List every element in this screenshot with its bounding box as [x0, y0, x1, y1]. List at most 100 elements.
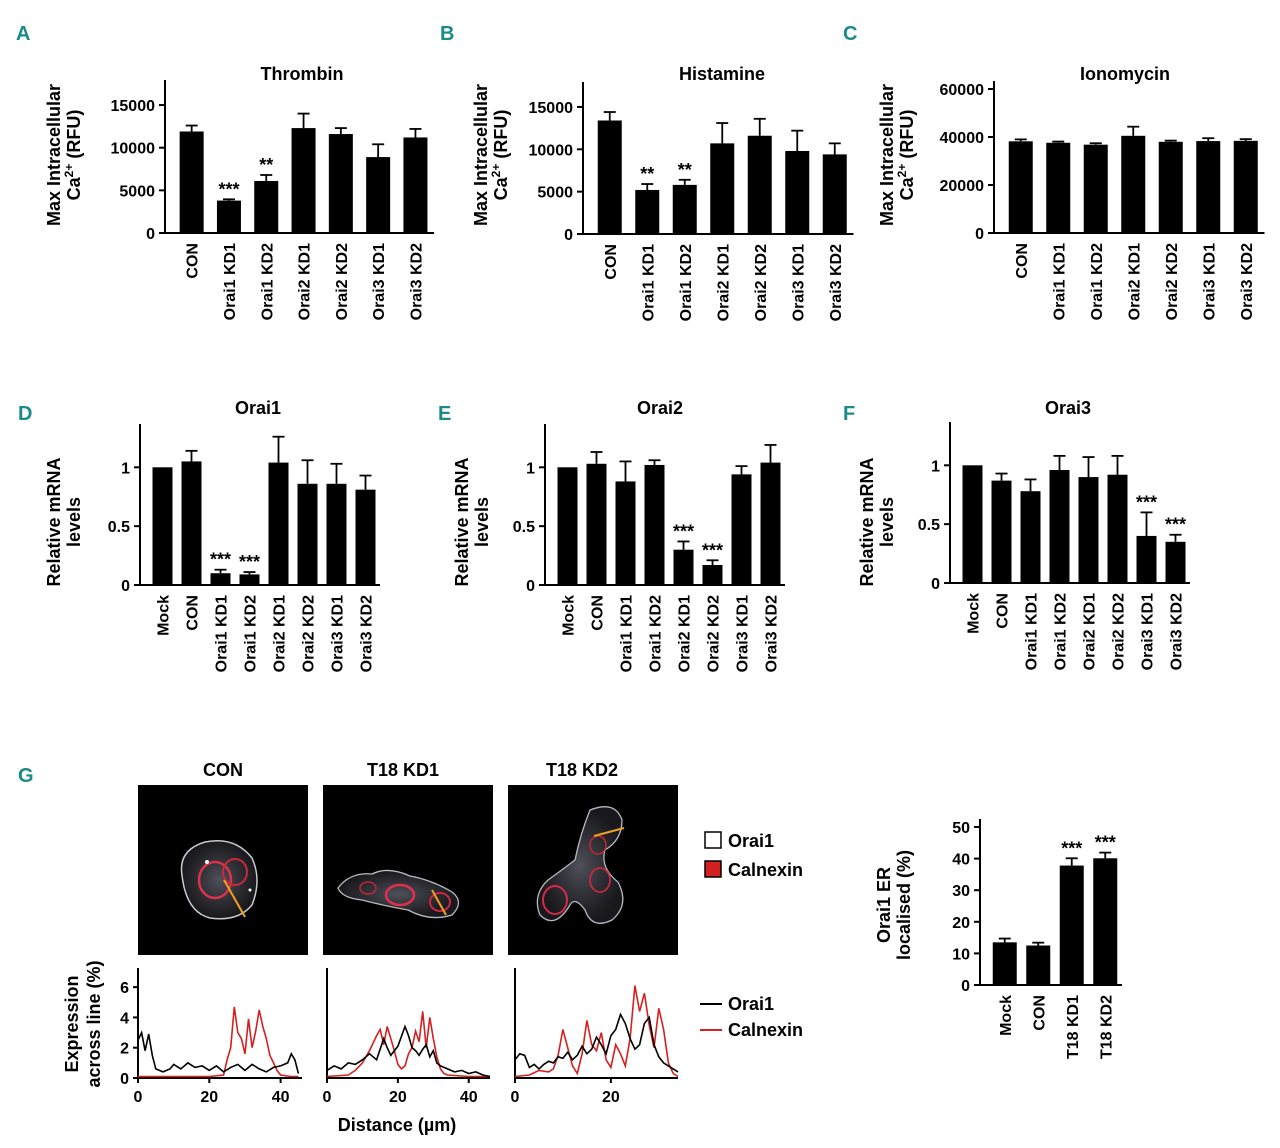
x-tick-label-a: Orai1 KD1 — [222, 243, 239, 320]
bar-b — [710, 143, 735, 234]
bar-d — [239, 574, 260, 585]
x-tick-label-d: CON — [185, 595, 202, 631]
bar-a — [366, 157, 391, 233]
y-tick-label-g-right: 20 — [952, 915, 970, 932]
panel-letter-e: E — [438, 403, 451, 425]
x-tick-label-b: Orai1 KD1 — [640, 244, 657, 321]
legend-orai1-label: Orai1 — [728, 831, 774, 851]
profile-line-calnexin — [138, 1006, 299, 1078]
x-tick-label-d: Orai2 KD1 — [272, 595, 289, 672]
y-tick-label-g-right: 30 — [952, 883, 970, 900]
y-tick-label-e: 0.5 — [513, 519, 535, 536]
legend-calnexin-label: Calnexin — [728, 860, 803, 880]
profile-x-tick-label: 0 — [511, 1089, 520, 1106]
x-tick-label-a: Orai2 KD1 — [297, 243, 314, 320]
legend-orai1-swatch — [704, 831, 722, 849]
y-tick-label-c: 20000 — [940, 178, 985, 195]
y-tick-label-g-right: 10 — [952, 946, 970, 963]
x-tick-label-g-right: CON — [1031, 995, 1048, 1031]
bar-f — [1107, 474, 1128, 583]
profile-x-tick-label: 20 — [200, 1089, 218, 1106]
x-tick-label-b: Orai3 KD1 — [790, 244, 807, 321]
x-tick-label-f: Orai3 KD1 — [1140, 593, 1157, 670]
y-tick-label-b: 15000 — [529, 100, 574, 117]
bar-g-right — [992, 942, 1017, 985]
x-tick-label-e: Orai3 KD1 — [735, 595, 752, 672]
x-tick-label-f: Orai1 KD1 — [1024, 593, 1041, 670]
bar-f — [1136, 535, 1157, 583]
chart-f-orai3-mrna: Orai3 Relative mRNAlevels 0 0.5 1 Mock CON Orai… — [857, 398, 1190, 670]
y-tick-label-b: 0 — [564, 227, 573, 244]
y-tick-label-e: 0 — [526, 578, 535, 595]
y-tick-label-c: 0 — [975, 226, 984, 243]
profile-y-tick-label: 4 — [120, 1010, 129, 1027]
profile-plots: Expression across line (%) Distance (µm) 0 2… — [62, 960, 679, 1135]
significance-f: *** — [1136, 492, 1157, 512]
panel-letter-b: B — [440, 23, 454, 45]
bar-b — [635, 189, 660, 234]
x-tick-label-e: CON — [590, 595, 607, 631]
bar-b — [822, 154, 847, 234]
panel-letter-f: F — [843, 403, 855, 425]
x-tick-label-f: Orai2 KD2 — [1111, 593, 1128, 670]
y-tick-label-d: 0.5 — [108, 519, 130, 536]
bar-e — [644, 464, 665, 585]
y-tick-label-g-right: 40 — [952, 852, 970, 869]
panel-letter-d: D — [18, 403, 32, 425]
x-tick-label-b: Orai2 KD1 — [715, 244, 732, 321]
x-tick-label-c: Orai1 KD1 — [1051, 243, 1068, 320]
y-tick-label-g-right: 50 — [952, 820, 970, 837]
x-tick-label-g-right: T18 KD2 — [1098, 995, 1115, 1059]
bar-e — [731, 474, 752, 585]
bar-g-right — [1093, 858, 1118, 985]
chart-title-e: Orai2 — [637, 398, 683, 418]
x-tick-label-b: Orai1 KD2 — [678, 244, 695, 321]
x-tick-label-f: Orai2 KD1 — [1082, 593, 1099, 670]
bar-g-right — [1059, 865, 1084, 985]
y-axis-label-e: Relative mRNAlevels — [452, 457, 492, 586]
bar-e — [557, 467, 578, 585]
y-tick-label-g-right: 0 — [961, 978, 970, 995]
bar-e — [760, 462, 781, 585]
legend-calnexin-swatch — [704, 860, 722, 878]
y-axis-label-a: Max IntracellularCa2+ (RFU) — [44, 84, 84, 226]
x-tick-label-c: Orai2 KD1 — [1126, 243, 1143, 320]
x-tick-label-d: Orai1 KD2 — [243, 595, 260, 672]
y-tick-label-d: 0 — [121, 578, 130, 595]
bar-e — [586, 463, 607, 585]
x-tick-label-e: Mock — [561, 595, 578, 636]
bar-a — [216, 200, 241, 233]
bar-d — [326, 483, 347, 585]
y-axis-label-c: Max IntracellularCa2+ (RFU) — [877, 84, 917, 226]
x-tick-label-d: Orai3 KD2 — [359, 595, 376, 672]
profile-line-orai1 — [514, 1012, 679, 1073]
x-tick-label-c: CON — [1014, 243, 1031, 279]
x-tick-label-b: CON — [603, 244, 620, 280]
profile-x-tick-label: 20 — [602, 1089, 620, 1106]
bar-f — [1049, 470, 1070, 583]
y-tick-label-d: 1 — [121, 460, 130, 477]
profile-y-tick-label: 6 — [120, 980, 129, 997]
x-tick-label-f: Orai3 KD2 — [1169, 593, 1186, 670]
significance-d: *** — [210, 550, 231, 570]
x-tick-label-a: Orai2 KD2 — [334, 243, 351, 320]
micrograph-title-kd2: T18 KD2 — [546, 760, 618, 780]
profile-x-tick-label: 0 — [323, 1089, 332, 1106]
significance-f: *** — [1165, 515, 1186, 535]
chart-title-c: Ionomycin — [1080, 64, 1170, 84]
bar-a — [291, 128, 316, 233]
bar-c — [1196, 141, 1221, 233]
x-tick-label-a: Orai3 KD1 — [371, 243, 388, 320]
significance-d: *** — [239, 552, 260, 572]
micrograph-title-kd1: T18 KD1 — [367, 760, 439, 780]
profile-x-axis-label: Distance (µm) — [338, 1115, 456, 1135]
y-tick-label-a: 10000 — [111, 141, 156, 158]
bar-e — [615, 481, 636, 585]
x-tick-label-c: Orai3 KD2 — [1239, 243, 1256, 320]
chart-title-a: Thrombin — [261, 64, 344, 84]
micrograph-con — [138, 785, 308, 955]
profile-x-tick-label: 20 — [389, 1089, 407, 1106]
x-tick-label-d: Orai1 KD1 — [214, 595, 231, 672]
significance-e: *** — [702, 540, 723, 560]
